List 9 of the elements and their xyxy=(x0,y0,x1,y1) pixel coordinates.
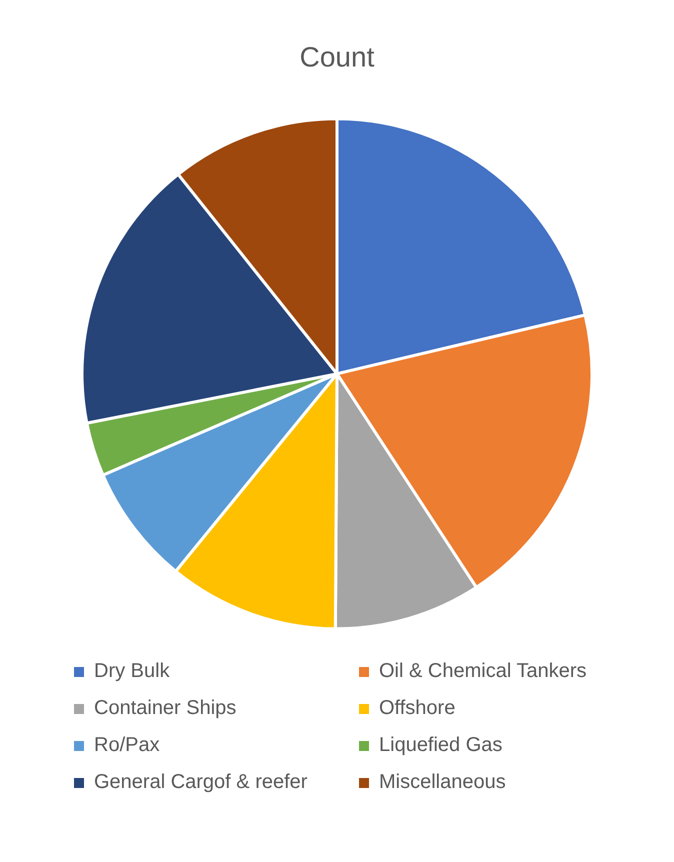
legend-label: Container Ships xyxy=(94,697,236,720)
legend-label: General Cargof & reefer xyxy=(94,771,308,794)
legend-label: Offshore xyxy=(379,697,456,720)
legend-label: Dry Bulk xyxy=(94,660,170,683)
legend-label: Ro/Pax xyxy=(94,734,160,757)
legend-label: Miscellaneous xyxy=(379,771,506,794)
chart-title: Count xyxy=(300,42,375,73)
legend-label: Liquefied Gas xyxy=(379,734,502,757)
legend-label: Oil & Chemical Tankers xyxy=(379,660,586,683)
